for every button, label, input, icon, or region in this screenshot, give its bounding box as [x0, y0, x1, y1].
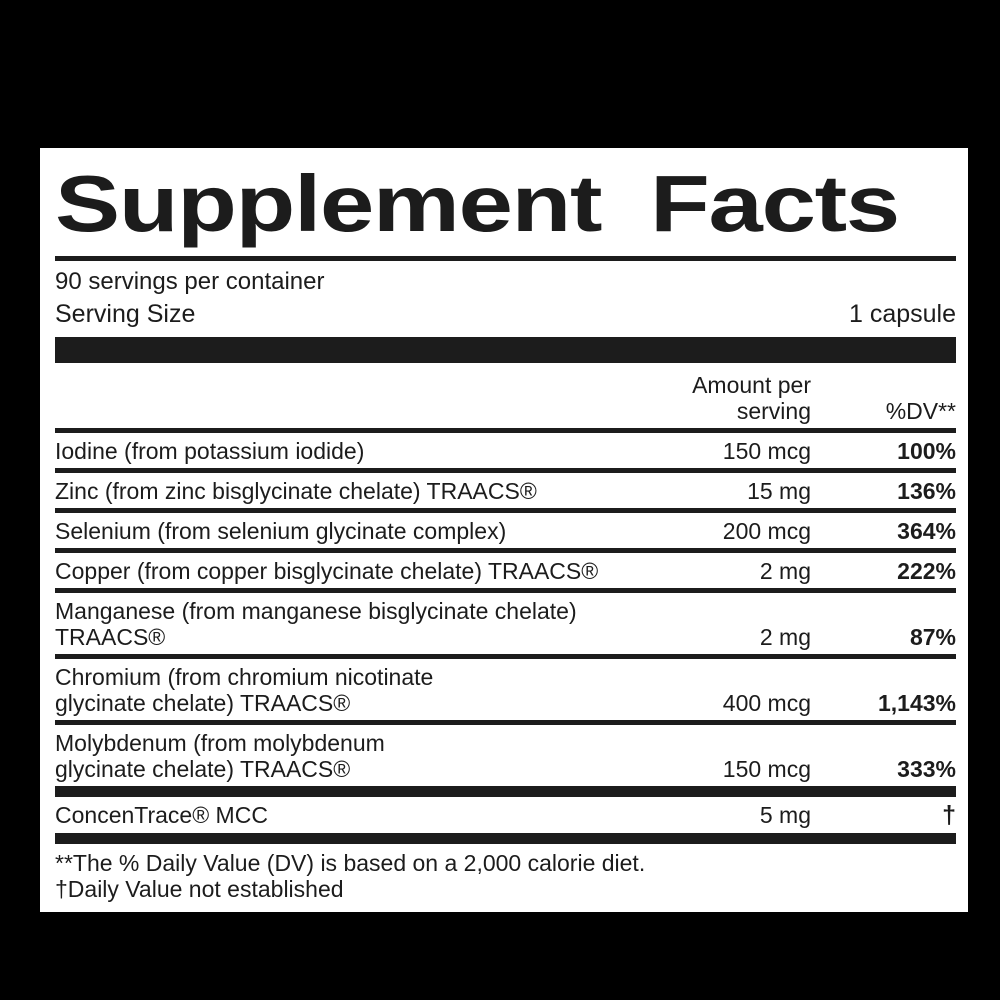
nutrient-dv: 222%	[897, 558, 956, 584]
label-title-word-supplement: Supplement	[55, 159, 603, 248]
nutrient-dv: 87%	[909, 624, 956, 650]
column-header-amount: Amount per serving	[692, 372, 811, 424]
row-divider	[55, 654, 956, 659]
nutrient-amount: 200 mcg	[722, 518, 811, 544]
nutrient-row-selenium: Selenium (from selenium glycinate comple…	[55, 513, 956, 548]
nutrient-dv: 333%	[897, 756, 956, 782]
nutrient-row-chromium: Chromium (from chromium nicotinate glyci…	[55, 659, 956, 720]
nutrient-dv: 100%	[897, 438, 956, 464]
thick-divider-bar	[55, 786, 956, 797]
nutrient-row-manganese: Manganese (from manganese bisglycinate c…	[55, 593, 956, 654]
serving-size-value: 1 capsule	[848, 300, 956, 328]
row-divider	[55, 720, 956, 725]
nutrient-name: Iodine (from potassium iodide)	[55, 438, 365, 464]
row-divider	[55, 508, 956, 513]
nutrient-name: Molybdenum (from molybdenum glycinate ch…	[55, 730, 385, 782]
label-title: Supplement Facts	[55, 164, 1000, 244]
nutrient-amount: 2 mg	[759, 558, 811, 584]
nutrient-name: Chromium (from chromium nicotinate glyci…	[55, 664, 434, 716]
thick-divider-bar	[55, 833, 956, 844]
footnotes: **The % Daily Value (DV) is based on a 2…	[55, 850, 956, 904]
nutrient-row-molybdenum: Molybdenum (from molybdenum glycinate ch…	[55, 725, 956, 786]
footnote-dagger: †Daily Value not established	[55, 876, 344, 902]
nutrient-name: Copper (from copper bisglycinate chelate…	[55, 558, 599, 584]
servings-per-container: 90 servings per container	[55, 268, 325, 295]
row-divider	[55, 468, 956, 473]
nutrient-row-concentrace: ConcenTrace® MCC 5 mg †	[55, 797, 956, 833]
nutrient-name: Selenium (from selenium glycinate comple…	[55, 518, 507, 544]
nutrient-name: Zinc (from zinc bisglycinate chelate) TR…	[55, 478, 537, 504]
nutrient-amount: 150 mcg	[722, 438, 811, 464]
nutrient-amount: 2 mg	[759, 624, 811, 650]
column-header-dv: %DV**	[885, 398, 956, 424]
nutrient-amount: 5 mg	[759, 802, 811, 828]
nutrient-dv: 136%	[897, 478, 956, 504]
label-title-word-facts: Facts	[650, 159, 900, 248]
nutrient-dv: 1,143%	[877, 690, 956, 716]
title-divider-rule	[55, 256, 956, 261]
nutrient-row-zinc: Zinc (from zinc bisglycinate chelate) TR…	[55, 473, 956, 508]
table-header-row: Amount per serving %DV**	[55, 363, 956, 428]
nutrient-amount: 150 mcg	[722, 756, 811, 782]
nutrient-row-iodine: Iodine (from potassium iodide) 150 mcg 1…	[55, 433, 956, 468]
supplement-facts-label: Supplement Facts 90 servings per containe…	[40, 148, 968, 912]
row-divider	[55, 428, 956, 433]
nutrient-row-copper: Copper (from copper bisglycinate chelate…	[55, 553, 956, 588]
serving-size-row: Serving Size 1 capsule	[55, 299, 956, 329]
footnote-daily-value: **The % Daily Value (DV) is based on a 2…	[55, 850, 646, 876]
nutrient-dv: 364%	[897, 518, 956, 544]
nutrient-name: Manganese (from manganese bisglycinate c…	[55, 598, 577, 650]
serving-size-label: Serving Size	[55, 300, 196, 328]
row-divider	[55, 588, 956, 593]
nutrient-name: ConcenTrace® MCC	[55, 802, 268, 828]
nutrient-amount: 400 mcg	[722, 690, 811, 716]
nutrient-dv: †	[942, 801, 956, 829]
section-divider-bar	[55, 337, 956, 363]
row-divider	[55, 548, 956, 553]
nutrient-amount: 15 mg	[747, 478, 811, 504]
